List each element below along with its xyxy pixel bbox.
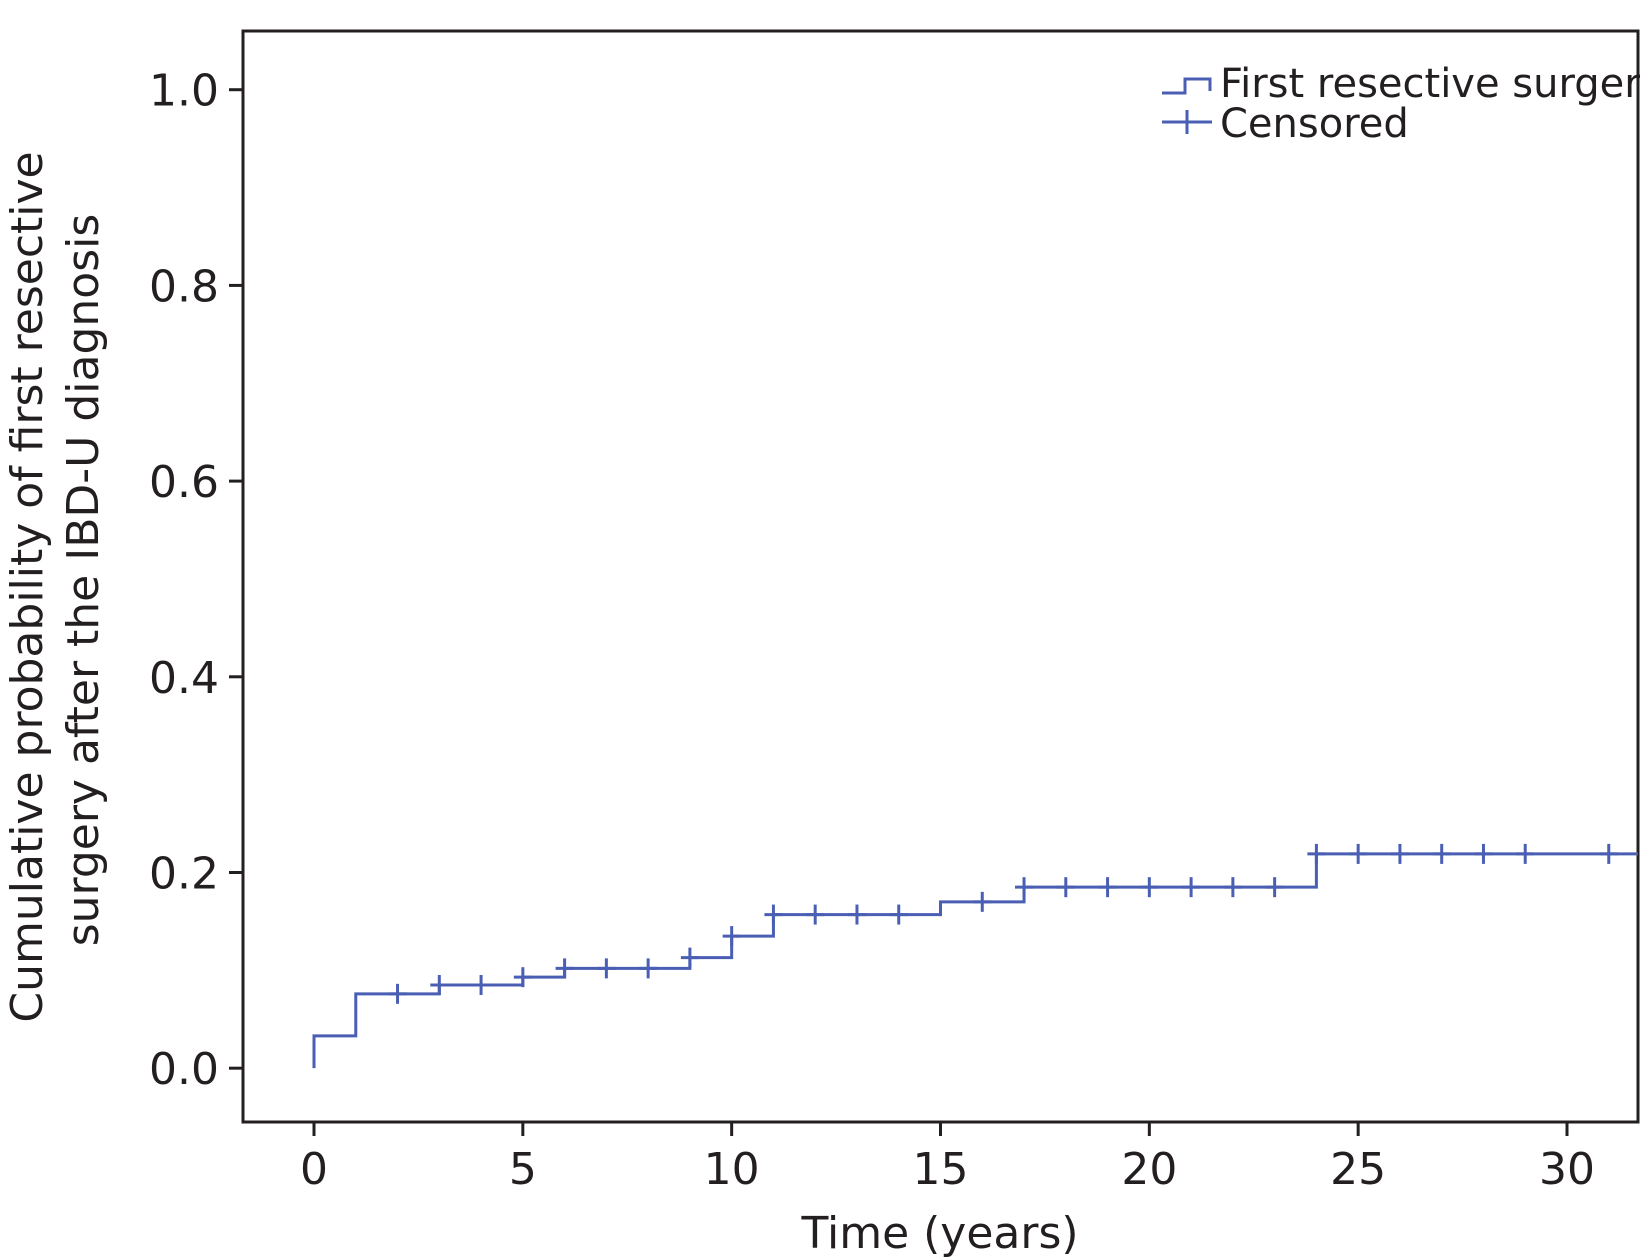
censor-mark-6 xyxy=(639,958,658,979)
censor-mark-25 xyxy=(1474,843,1493,864)
legend-label-first-resective-surgery: First resective surgery xyxy=(1220,61,1640,107)
y-tick-label-5: 1.0 xyxy=(149,66,219,117)
censor-mark-4 xyxy=(555,958,574,979)
censor-mark-17 xyxy=(1140,877,1159,898)
plot-frame xyxy=(241,29,1640,1124)
y-axis-title-line-2: surgery after the IBD-U diagnosis xyxy=(58,214,109,947)
censor-mark-8 xyxy=(722,926,741,947)
censor-mark-11 xyxy=(847,904,866,925)
censor-mark-15 xyxy=(1056,877,1075,898)
legend-label-censored: Censored xyxy=(1220,101,1409,147)
legend: First resective surgery Censored xyxy=(1162,61,1640,147)
y-tick-label-1: 0.2 xyxy=(149,848,219,899)
censor-mark-23 xyxy=(1390,843,1409,864)
censor-mark-9 xyxy=(764,904,783,925)
censor-mark-7 xyxy=(680,947,699,968)
censor-mark-0 xyxy=(388,983,407,1004)
x-tick-label-6: 30 xyxy=(1539,1144,1595,1195)
censor-mark-2 xyxy=(472,975,491,996)
censor-mark-18 xyxy=(1182,877,1201,898)
y-tick-label-4: 0.8 xyxy=(149,261,219,312)
censor-mark-13 xyxy=(973,891,992,912)
censor-mark-20 xyxy=(1265,877,1284,898)
x-tick-label-0: 0 xyxy=(300,1144,328,1195)
x-axis-title: Time (years) xyxy=(800,1208,1078,1258)
censor-mark-22 xyxy=(1349,843,1368,864)
censor-mark-10 xyxy=(806,904,825,925)
x-tick-label-1: 5 xyxy=(509,1144,537,1195)
legend-step-symbol xyxy=(1162,77,1212,95)
censor-mark-3 xyxy=(513,967,532,988)
censor-mark-26 xyxy=(1516,843,1535,864)
x-tick-label-4: 20 xyxy=(1121,1144,1177,1195)
censor-mark-16 xyxy=(1098,877,1117,898)
censor-mark-24 xyxy=(1432,843,1451,864)
censor-mark-5 xyxy=(597,958,616,979)
series-layer xyxy=(312,852,1638,1069)
censor-mark-1 xyxy=(430,975,449,996)
x-tick-label-2: 10 xyxy=(704,1144,760,1195)
x-axis: 0 5 10 15 20 25 30 xyxy=(300,1122,1595,1195)
censor-mark-14 xyxy=(1015,877,1034,898)
series-step-line-0 xyxy=(312,852,1638,1069)
y-tick-label-3: 0.6 xyxy=(149,457,219,508)
x-tick-label-5: 25 xyxy=(1330,1144,1386,1195)
y-axis: 0.0 0.2 0.4 0.6 0.8 1.0 xyxy=(149,66,243,1095)
censor-mark-27 xyxy=(1599,843,1618,864)
y-axis-title-line-1: Cumulative probability of first resectiv… xyxy=(2,151,53,1022)
y-tick-label-0: 0.0 xyxy=(149,1044,219,1095)
y-tick-label-2: 0.4 xyxy=(149,653,219,704)
censor-mark-12 xyxy=(889,904,908,925)
censor-mark-19 xyxy=(1223,877,1242,898)
y-axis-title: Cumulative probability of first resectiv… xyxy=(2,137,109,1022)
censor-mark-21 xyxy=(1307,843,1326,864)
censor-layer xyxy=(388,843,1618,1004)
x-tick-label-3: 15 xyxy=(913,1144,969,1195)
